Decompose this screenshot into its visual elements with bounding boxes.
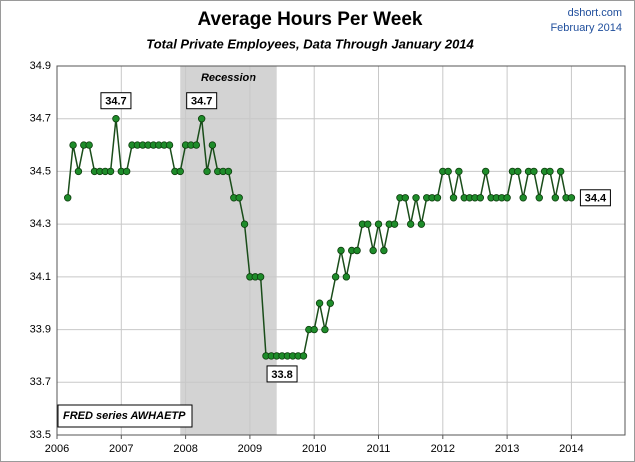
date: February 2014 <box>550 22 622 34</box>
y-tick-label: 34.1 <box>30 271 51 283</box>
source: dshort.com <box>568 7 622 19</box>
data-point <box>315 299 324 307</box>
x-tick-label: 2007 <box>109 443 133 455</box>
data-point <box>449 194 458 202</box>
data-point <box>551 194 560 202</box>
chart-subtitle: Total Private Employees, Data Through Ja… <box>146 36 474 51</box>
x-tick-label: 2011 <box>367 443 391 455</box>
annotation-box <box>579 189 611 207</box>
data-point <box>556 167 565 176</box>
data-point <box>374 220 383 228</box>
data-point <box>74 167 83 176</box>
chart-title: Average Hours Per Week <box>198 9 423 30</box>
x-tick-label: 2008 <box>173 443 197 455</box>
data-point <box>192 141 201 149</box>
y-tick-label: 33.5 <box>30 429 51 441</box>
data-point <box>337 246 345 255</box>
y-tick-label: 34.9 <box>30 60 51 72</box>
data-point <box>331 273 340 281</box>
x-tick-label: 2013 <box>495 443 519 455</box>
data-point <box>567 194 576 202</box>
data-point <box>235 194 243 202</box>
data-point <box>476 194 485 202</box>
recession-band <box>180 66 277 435</box>
data-point <box>406 220 415 228</box>
data-point <box>519 194 527 202</box>
y-tick-label: 34.7 <box>30 113 51 125</box>
data-point <box>85 141 93 149</box>
data-point <box>390 220 399 228</box>
plot-border <box>56 65 626 436</box>
annotation-label: 34.4 <box>585 193 607 205</box>
data-point <box>224 167 233 176</box>
annotation-label: 34.7 <box>105 96 126 108</box>
data-point <box>69 141 77 149</box>
data-point <box>401 194 410 202</box>
annotation-label: 33.8 <box>271 369 292 381</box>
annotation-box <box>266 365 298 383</box>
note-box <box>57 404 193 428</box>
note: FRED series AWHAETP <box>63 410 186 422</box>
y-tick-label: 34.3 <box>30 218 51 230</box>
x-tick-label: 2012 <box>431 443 455 455</box>
x-tick-label: 2014 <box>559 443 583 455</box>
recession-label: Recession <box>201 72 256 84</box>
data-point <box>364 220 372 228</box>
data-point <box>106 167 115 176</box>
data-point <box>64 194 72 202</box>
x-tick-label: 2010 <box>302 443 326 455</box>
data-point <box>310 325 318 334</box>
data-point <box>535 194 543 202</box>
y-tick-label: 33.9 <box>30 323 51 335</box>
data-point <box>165 141 174 149</box>
data-point <box>342 273 351 281</box>
data-point <box>240 220 249 228</box>
data-point <box>208 141 217 149</box>
x-tick-label: 2009 <box>238 443 262 455</box>
data-point <box>326 299 334 307</box>
data-point <box>197 115 206 123</box>
data-point <box>176 167 184 176</box>
data-point <box>503 194 511 202</box>
data-point <box>412 194 420 202</box>
data-point <box>203 167 211 176</box>
data-point <box>299 352 308 360</box>
data-point <box>530 167 538 176</box>
data-point <box>353 246 361 255</box>
annotation-box <box>100 92 132 110</box>
data-point <box>380 246 388 255</box>
data-point <box>256 273 265 281</box>
annotation-label: 34.7 <box>191 96 212 108</box>
data-point <box>112 115 120 123</box>
data-point <box>455 167 463 176</box>
data-point <box>444 167 452 176</box>
y-tick-label: 34.5 <box>30 165 51 177</box>
x-tick-label: 2006 <box>45 443 69 455</box>
data-point <box>321 325 329 334</box>
data-point <box>433 194 442 202</box>
data-point <box>546 167 554 176</box>
data-point <box>417 220 426 228</box>
y-tick-label: 33.7 <box>30 376 51 388</box>
data-point <box>369 246 377 255</box>
data-point <box>514 167 522 176</box>
annotation-box <box>186 92 218 110</box>
data-point <box>481 167 490 176</box>
data-point <box>122 167 131 176</box>
